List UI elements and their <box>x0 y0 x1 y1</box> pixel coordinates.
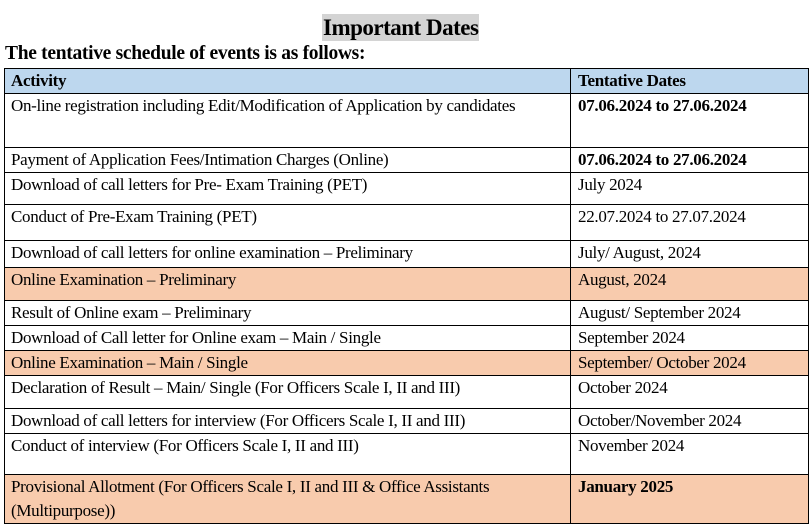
date-cell: September/ October 2024 <box>570 350 809 376</box>
date-cell: October 2024 <box>570 375 809 409</box>
table-row: Download of Call letter for Online exam … <box>4 325 809 351</box>
activity-cell: On-line registration including Edit/Modi… <box>4 93 571 148</box>
table-row: Result of Online exam – Preliminary Augus… <box>4 300 809 326</box>
date-cell: 22.07.2024 to 27.07.2024 <box>570 204 809 241</box>
activity-cell: Conduct of Pre-Exam Training (PET) <box>4 204 571 241</box>
date-cell: 07.06.2024 to 27.06.2024 <box>570 93 809 148</box>
table-row: Online Examination – Main / Single Septem… <box>4 350 809 376</box>
table-row: On-line registration including Edit/Modi… <box>4 93 809 148</box>
table-row: Declaration of Result – Main/ Single (Fo… <box>4 375 809 409</box>
table-row: Download of call letters for online exam… <box>4 240 809 268</box>
activity-cell: Download of call letters for Pre- Exam T… <box>4 172 571 205</box>
date-cell: October/November 2024 <box>570 408 809 434</box>
table-row: Download of call letters for Pre- Exam T… <box>4 172 809 205</box>
schedule-table: Activity Tentative Dates On-line registr… <box>4 68 809 524</box>
activity-cell: Declaration of Result – Main/ Single (Fo… <box>4 375 571 409</box>
date-cell: September 2024 <box>570 325 809 351</box>
table-row: Payment of Application Fees/Intimation C… <box>4 147 809 173</box>
date-cell: November 2024 <box>570 433 809 475</box>
activity-cell: Result of Online exam – Preliminary <box>4 300 571 326</box>
table-header-row: Activity Tentative Dates <box>4 68 809 94</box>
header-tentative-dates: Tentative Dates <box>570 68 809 94</box>
date-cell: 07.06.2024 to 27.06.2024 <box>570 147 809 173</box>
table-row: Online Examination – Preliminary August, … <box>4 267 809 301</box>
activity-cell: Download of call letters for online exam… <box>4 240 571 268</box>
page-title: Important Dates <box>322 14 480 41</box>
activity-cell: Online Examination – Preliminary <box>4 267 571 301</box>
activity-cell: Download of call letters for interview (… <box>4 408 571 434</box>
date-cell: July/ August, 2024 <box>570 240 809 268</box>
table-row: Provisional Allotment (For Officers Scal… <box>4 474 809 524</box>
date-cell: July 2024 <box>570 172 809 205</box>
schedule-intro: The tentative schedule of events is as f… <box>5 43 366 64</box>
date-cell: August, 2024 <box>570 267 809 301</box>
activity-cell: Online Examination – Main / Single <box>4 350 571 376</box>
activity-cell: Provisional Allotment (For Officers Scal… <box>4 474 571 524</box>
table-row: Conduct of Pre-Exam Training (PET) 22.07.… <box>4 204 809 241</box>
date-cell: August/ September 2024 <box>570 300 809 326</box>
header-activity: Activity <box>4 68 571 94</box>
table-row: Download of call letters for interview (… <box>4 408 809 434</box>
activity-cell: Download of Call letter for Online exam … <box>4 325 571 351</box>
date-cell: January 2025 <box>570 474 809 524</box>
activity-cell: Payment of Application Fees/Intimation C… <box>4 147 571 173</box>
activity-cell: Conduct of interview (For Officers Scale… <box>4 433 571 475</box>
table-row: Conduct of interview (For Officers Scale… <box>4 433 809 475</box>
